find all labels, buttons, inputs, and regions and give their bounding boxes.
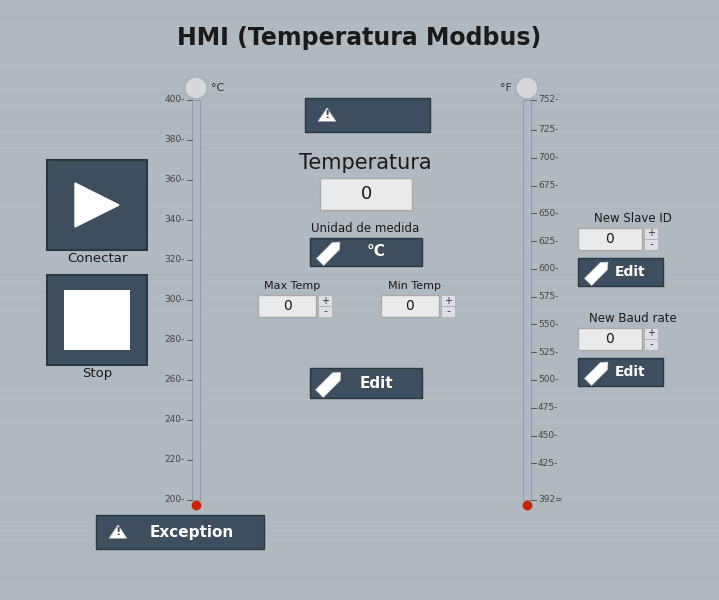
Text: Conectar: Conectar (67, 251, 127, 265)
Bar (320, 178, 412, 210)
Bar (578, 258, 663, 286)
Text: New Baud rate: New Baud rate (589, 311, 677, 325)
Text: 0: 0 (605, 332, 614, 346)
Bar (310, 238, 422, 266)
Bar (578, 228, 642, 250)
Bar (523, 100, 531, 500)
Text: 600-: 600- (538, 265, 559, 274)
Text: 280-: 280- (165, 335, 185, 344)
Text: 0: 0 (406, 299, 414, 313)
Text: Max Temp: Max Temp (264, 281, 320, 291)
Text: °C: °C (367, 245, 385, 259)
Text: 475-: 475- (538, 403, 559, 412)
Circle shape (516, 77, 538, 99)
Text: 400-: 400- (165, 95, 185, 104)
Text: 725-: 725- (538, 125, 559, 134)
Bar (64, 290, 130, 350)
Bar (310, 368, 422, 398)
Bar (578, 328, 642, 350)
Text: 220-: 220- (165, 455, 185, 464)
Polygon shape (75, 183, 119, 227)
Polygon shape (316, 373, 341, 397)
Bar (644, 239, 658, 250)
Text: 575-: 575- (538, 292, 559, 301)
Text: 700-: 700- (538, 153, 559, 162)
Text: -: - (649, 239, 653, 250)
Bar (644, 228, 658, 239)
Text: 0: 0 (360, 185, 372, 203)
Text: New Slave ID: New Slave ID (594, 211, 672, 224)
Text: 240-: 240- (165, 415, 185, 425)
Text: 625-: 625- (538, 236, 559, 245)
Text: °C: °C (211, 83, 224, 93)
Polygon shape (585, 362, 608, 385)
Text: Min Temp: Min Temp (388, 281, 441, 291)
Text: 500-: 500- (538, 376, 559, 385)
Text: -: - (649, 340, 653, 349)
Text: +: + (321, 295, 329, 305)
Text: 380-: 380- (165, 136, 185, 145)
Text: 360-: 360- (165, 175, 185, 185)
Bar (318, 306, 332, 317)
Text: 550-: 550- (538, 320, 559, 329)
Text: +: + (647, 329, 655, 338)
Bar (305, 98, 430, 132)
Bar (578, 358, 663, 386)
Text: 392=: 392= (538, 496, 563, 505)
Text: 525-: 525- (538, 348, 559, 357)
Text: 752-: 752- (538, 95, 559, 104)
Text: HMI (Temperatura Modbus): HMI (Temperatura Modbus) (178, 26, 541, 50)
Text: 320-: 320- (165, 256, 185, 265)
Bar (318, 295, 332, 306)
Bar (441, 295, 455, 306)
Bar (96, 515, 264, 549)
Text: 340-: 340- (165, 215, 185, 224)
Text: 450-: 450- (538, 431, 559, 440)
Text: Exception: Exception (150, 524, 234, 539)
Polygon shape (585, 262, 608, 286)
Bar (644, 339, 658, 350)
Bar (258, 295, 316, 317)
Text: Edit: Edit (360, 376, 393, 391)
Text: 425-: 425- (538, 459, 558, 468)
Text: 650-: 650- (538, 209, 559, 218)
Polygon shape (109, 525, 127, 538)
Bar (47, 160, 147, 250)
Text: Stop: Stop (82, 367, 112, 379)
Text: 0: 0 (283, 299, 291, 313)
Text: Temperatura: Temperatura (298, 153, 431, 173)
Polygon shape (316, 242, 340, 265)
Text: Edit: Edit (615, 365, 646, 379)
Bar (644, 328, 658, 339)
Text: 300-: 300- (165, 295, 185, 304)
Text: !: ! (115, 527, 121, 538)
Text: 200-: 200- (165, 496, 185, 505)
Text: °F: °F (500, 83, 512, 93)
Bar (47, 275, 147, 365)
Bar (381, 295, 439, 317)
Bar (192, 100, 200, 500)
Text: 260-: 260- (165, 376, 185, 385)
Text: Unidad de medida: Unidad de medida (311, 221, 419, 235)
Text: -: - (446, 307, 450, 317)
Circle shape (185, 77, 207, 99)
Text: !: ! (324, 110, 329, 121)
Polygon shape (318, 108, 336, 121)
Bar (441, 306, 455, 317)
Text: +: + (647, 229, 655, 238)
Text: 675-: 675- (538, 181, 559, 190)
Text: -: - (323, 307, 327, 317)
Text: Edit: Edit (615, 265, 646, 279)
Text: 0: 0 (605, 232, 614, 246)
Text: +: + (444, 295, 452, 305)
